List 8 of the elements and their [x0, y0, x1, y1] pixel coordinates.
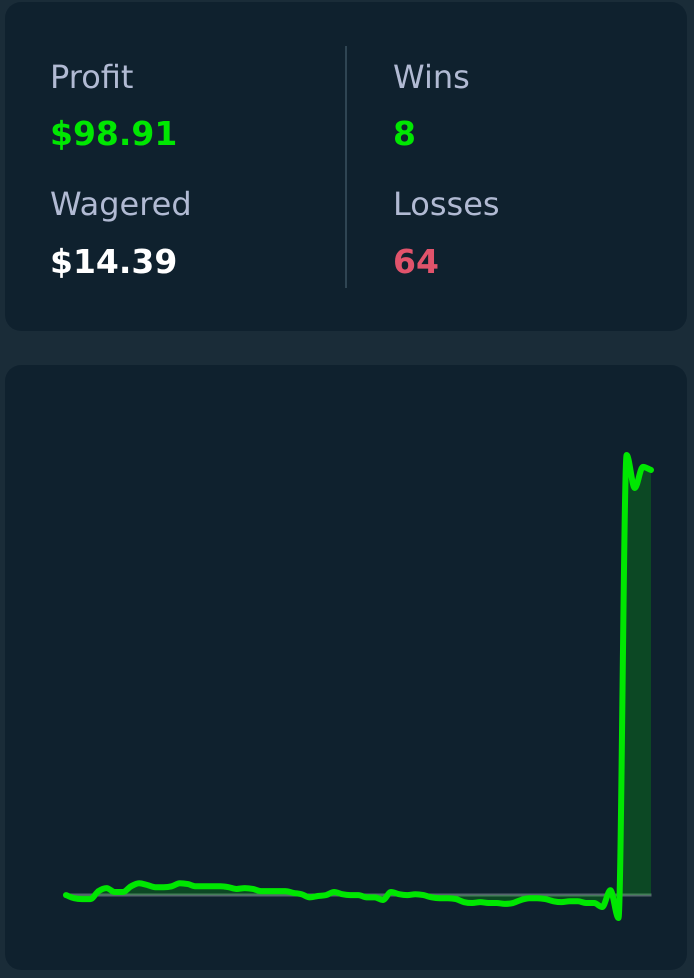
text: Wins	[393, 58, 470, 96]
text: Losses	[393, 185, 500, 223]
text: 64	[393, 242, 439, 281]
text: Wagered	[50, 185, 192, 223]
text: Profit	[50, 58, 134, 96]
text: $98.91	[50, 114, 178, 153]
text: 8	[393, 114, 416, 153]
text: $14.39	[50, 242, 178, 281]
